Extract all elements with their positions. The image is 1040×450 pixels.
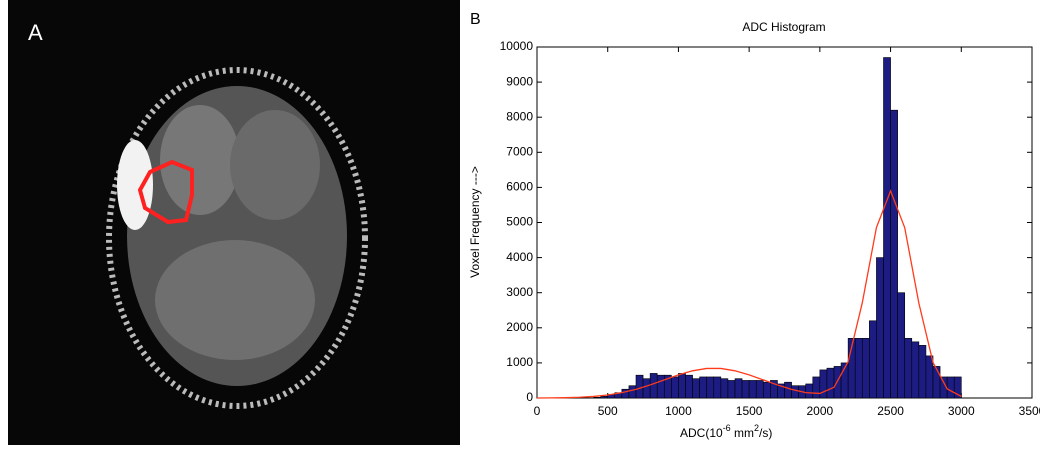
- x-tick-label: 2500: [877, 404, 904, 418]
- bar: [897, 292, 906, 399]
- x-tick-label: 1000: [665, 404, 692, 418]
- brain-region: [160, 105, 240, 215]
- bar: [678, 373, 686, 399]
- bar: [727, 380, 736, 399]
- bar: [621, 388, 630, 399]
- bar: [699, 376, 708, 399]
- x-tick-label: 3000: [948, 404, 975, 418]
- x-tick-label: 1500: [736, 404, 763, 418]
- x-label-part: mm: [731, 426, 754, 440]
- bar: [692, 378, 700, 399]
- bar: [628, 385, 637, 399]
- bar: [748, 380, 757, 399]
- bar: [876, 257, 884, 399]
- x-tick-label: 3500: [1019, 404, 1040, 418]
- bar: [671, 376, 679, 399]
- y-tick-label: 7000: [506, 144, 533, 158]
- bar: [890, 109, 898, 399]
- bar: [791, 385, 799, 399]
- bar: [946, 376, 955, 399]
- bar: [734, 378, 743, 399]
- bar: [826, 367, 835, 399]
- bright-region: [117, 140, 153, 230]
- chart-title: ADC Histogram: [742, 20, 825, 34]
- x-axis-label: ADC(10-6 mm2/s): [680, 423, 772, 440]
- y-axis-label: Voxel Frequency --->: [468, 166, 482, 278]
- mri-panel: A: [8, 0, 460, 445]
- y-tick-label: 5000: [506, 215, 533, 229]
- bar: [762, 381, 771, 399]
- x-tick-label: 0: [534, 404, 541, 418]
- y-tick-label: 0: [526, 390, 533, 404]
- bar: [805, 383, 814, 399]
- bar: [883, 57, 891, 399]
- bar: [649, 373, 658, 399]
- bar: [854, 338, 863, 399]
- bar: [869, 320, 877, 399]
- bar: [720, 378, 729, 399]
- bar: [819, 369, 828, 399]
- x-label-part: ADC(10: [680, 426, 723, 440]
- bar: [642, 378, 651, 399]
- bar: [741, 380, 750, 399]
- bar: [925, 355, 934, 399]
- y-tick-label: 2000: [506, 320, 533, 334]
- skull-outline: [106, 67, 368, 409]
- cerebellum: [155, 240, 315, 360]
- bar: [685, 374, 693, 399]
- x-label-sup: -6: [723, 423, 731, 433]
- x-tick-label: 2000: [807, 404, 834, 418]
- bar: [706, 376, 715, 399]
- y-tick-label: 4000: [506, 250, 533, 264]
- y-tick-label: 3000: [506, 285, 533, 299]
- y-tick-label: 6000: [506, 180, 533, 194]
- roi-outline: [137, 159, 194, 225]
- panel-label: B: [470, 11, 481, 28]
- y-tick-label: 10000: [500, 39, 534, 53]
- panel-label: A: [28, 20, 43, 45]
- bar: [713, 376, 722, 399]
- bar: [812, 376, 821, 399]
- bar: [918, 345, 927, 399]
- bar: [755, 380, 764, 399]
- x-tick-label: 500: [598, 404, 618, 418]
- plot-area: [536, 46, 1033, 399]
- bar: [904, 338, 913, 399]
- bar: [861, 338, 870, 399]
- x-label-part: /s): [759, 426, 772, 440]
- y-tick-label: 9000: [506, 74, 533, 88]
- bar: [593, 396, 601, 399]
- bar: [911, 341, 920, 399]
- bar: [656, 374, 665, 399]
- y-tick-label: 8000: [506, 109, 533, 123]
- y-tick-label: 1000: [506, 355, 533, 369]
- bar: [953, 376, 962, 399]
- x-label-sup: 2: [754, 423, 759, 433]
- brain-region: [230, 110, 320, 220]
- bar: [784, 381, 792, 399]
- fit-line: [536, 189, 962, 399]
- bar: [600, 395, 609, 399]
- bar: [635, 374, 644, 399]
- bar: [932, 366, 941, 399]
